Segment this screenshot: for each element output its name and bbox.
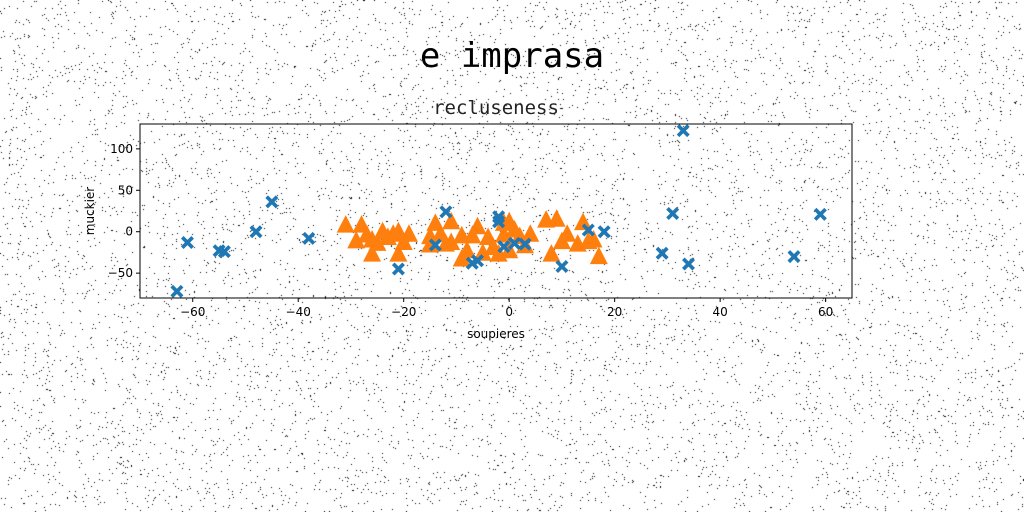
cross-point [497,240,511,254]
triangle-point [363,244,382,262]
cross-point [439,205,453,219]
cross-point [170,284,184,298]
triangle-point [584,230,603,248]
cross-point [302,231,316,245]
cross-point [581,223,595,237]
series-layer [170,124,827,298]
triangle-point [336,215,355,233]
cross-point [265,195,279,209]
chart-title: recluseness [433,97,559,119]
x-tick-label: 0 [505,305,513,319]
cross-point [555,260,569,274]
cross-point [217,245,231,259]
triangle-point [389,244,408,262]
triangle-point [457,240,476,259]
cross-point [676,124,690,138]
triangle-point [473,243,492,261]
x-tick-label: 20 [607,305,622,319]
triangle-point [442,211,461,230]
cross-point [391,262,405,276]
triangle-point [558,224,577,242]
x-axis-label: soupieres [467,327,525,341]
y-tick-label: 50 [118,183,133,197]
triangle-point [494,225,513,243]
cross-point [507,236,521,250]
triangle-point [589,246,608,265]
y-tick-label: 0 [125,225,133,239]
cross-point [655,246,669,260]
cross-point [249,225,263,239]
cross-point [813,207,827,221]
triangle-point [574,212,593,231]
cross-point [682,257,696,271]
x-tick-label: 40 [713,305,728,319]
cross-point [518,237,532,251]
cross-point [597,225,611,239]
triangle-point [521,224,540,242]
figure-suptitle: e imprasa [419,36,605,76]
triangle-point [468,216,487,235]
cross-point [666,206,680,220]
triangle-point [463,225,482,244]
x-tick-label: 60 [818,305,833,319]
cross-point [471,254,485,268]
x-tick-label: −60 [180,305,205,319]
x-tick-label: −40 [286,305,311,319]
y-tick-label: 100 [110,142,133,156]
triangle-point [399,224,418,242]
triangle-point [442,232,461,250]
cross-point [180,235,194,249]
cross-point [428,238,442,252]
cross-point [492,215,506,229]
plot-frame [139,123,853,299]
x-tick-label: −20 [391,305,416,319]
y-axis-label: muckier [83,187,97,236]
triangle-point [347,230,366,249]
ticks-layer: −60 −40 −20 0 20 40 60 −50 0 50 100 [108,142,834,319]
triangle-point [547,209,566,227]
cross-point [787,250,801,264]
triangle-point [368,233,387,251]
triangle-point [542,244,561,262]
y-tick-label: −50 [108,266,133,280]
